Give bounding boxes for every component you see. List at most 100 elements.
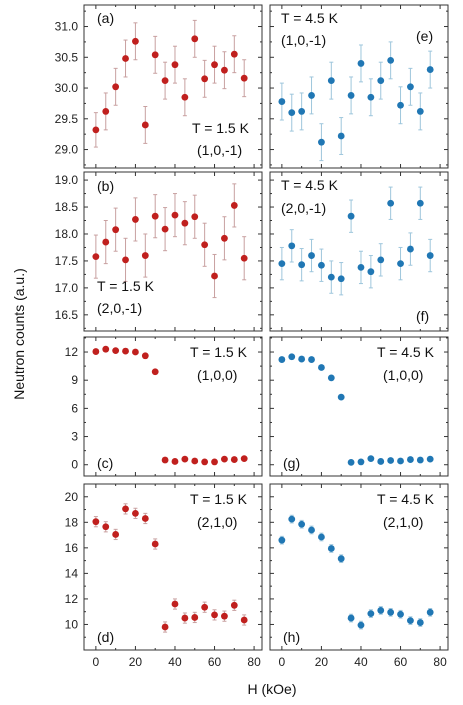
data-point [347,92,355,99]
data-point [171,600,179,608]
y-tick-label: 30.0 [55,81,79,95]
data-point [240,616,248,624]
data-point [201,458,209,466]
panel-label: (c) [97,455,113,471]
data-point [407,617,414,625]
data-point [132,348,139,356]
data-point [201,603,209,611]
y-tick-label: 19.0 [55,173,79,187]
data-point [141,252,149,259]
data-point [132,37,139,45]
data-point [347,212,355,220]
data-point [377,458,385,465]
data-point [288,353,296,361]
temperature-annotation: T = 1.5 K [192,120,250,136]
panel-label: (g) [283,455,300,471]
wavevector-annotation: (1,0,-1) [281,32,326,48]
data-point [230,50,238,58]
y-tick-label: 17.5 [55,254,79,268]
data-point [288,242,296,250]
data-point [102,523,110,531]
data-point [221,66,228,74]
panel-h: 0 20 40 60 80 (h) T = 4.5 K (2,1,0) [269,483,449,669]
data-point [298,108,306,115]
data-point [426,608,434,616]
panel-e: (e) T = 4.5 K (1,0,-1) [269,4,449,169]
data-point [308,252,315,259]
data-point [191,213,199,221]
y-tick-label: 16 [65,541,79,555]
wavevector-annotation: (1,0,-1) [197,142,242,158]
data-point [337,275,345,283]
wavevector-annotation: (1,0,0) [197,367,237,383]
data-point [416,199,424,207]
data-point [122,347,129,355]
panel-label: (a) [97,10,114,26]
data-point [278,356,286,363]
data-point [357,621,365,629]
wavevector-annotation: (1,0,0) [383,367,423,383]
data-point [102,108,110,115]
data-point [211,272,218,280]
data-point [240,455,248,463]
data-point [367,268,375,276]
data-point [357,458,365,466]
data-point [318,364,325,371]
x-tick-label: 40 [354,655,368,669]
data-point [141,352,149,360]
data-point [92,253,100,261]
panel-label: (e) [416,28,433,44]
wavevector-annotation: (2,1,0) [197,514,237,530]
data-point [327,273,335,281]
data-point [240,254,248,262]
data-point [102,345,110,353]
x-tick-label: 80 [247,655,261,669]
y-tick-label: 18 [65,515,79,529]
data-point [327,77,335,85]
x-tick-label: 80 [433,655,447,669]
panel-label: (f) [416,308,429,324]
data-point [230,202,238,209]
y-tick-label: 17.0 [55,281,79,295]
data-point [298,520,306,528]
y-tick-label: 10 [65,617,79,631]
data-point [416,456,424,464]
data-point [151,540,159,548]
data-point [416,108,424,115]
data-point [132,509,139,517]
data-point [211,458,218,466]
data-point [377,256,385,264]
data-point [337,132,345,140]
data-point [407,245,414,253]
panel-label: (d) [97,629,114,645]
data-point [397,101,404,109]
panel-frame [269,171,449,332]
data-point [151,51,159,59]
panel-d: 10 12 14 16 18 20 0 20 40 60 80 (d) T = 1.5 K (2,1,0) [65,483,263,669]
data-point [141,121,149,129]
wavevector-annotation: (2,0,-1) [97,300,142,316]
data-point [112,347,120,355]
data-point [397,610,404,618]
panel-label: (h) [283,629,300,645]
data-point [387,199,395,207]
data-point [211,611,218,619]
y-tick-label: 31.0 [55,20,79,34]
data-point [367,455,375,463]
data-point [308,92,315,99]
data-point [171,61,179,69]
data-point [221,234,228,242]
x-tick-label: 60 [208,655,222,669]
y-tick-label: 9 [71,373,78,387]
data-point [367,93,375,101]
data-point [122,505,129,513]
temperature-annotation: T = 4.5 K [377,344,435,360]
data-point [308,526,315,534]
data-point [211,61,218,69]
panel-frame [269,4,449,169]
data-point [181,219,189,227]
data-point [151,212,159,220]
y-tick-label: 18.5 [55,200,79,214]
data-point [201,241,209,249]
data-point [318,138,325,146]
